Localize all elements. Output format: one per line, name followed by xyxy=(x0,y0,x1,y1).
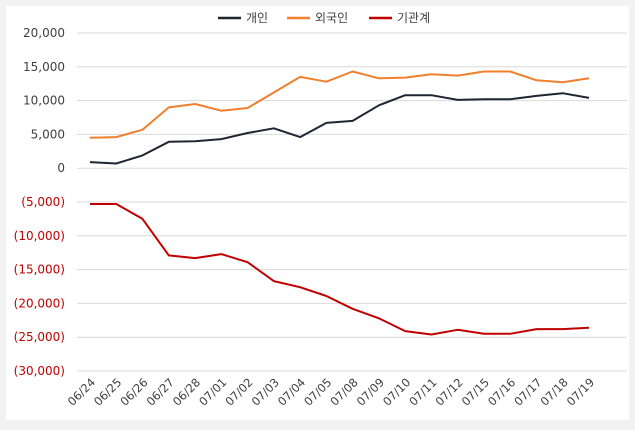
legend-label: 개인 xyxy=(246,11,268,25)
y-tick-label: (10,000) xyxy=(14,229,65,243)
y-tick-label: 15,000 xyxy=(23,60,65,74)
plot-background xyxy=(6,6,629,420)
legend-label: 외국인 xyxy=(315,11,348,25)
y-tick-label: 5,000 xyxy=(31,127,65,141)
y-tick-label: (15,000) xyxy=(14,263,65,277)
y-tick-label: (20,000) xyxy=(14,296,65,310)
legend-label: 기관계 xyxy=(397,11,430,25)
y-tick-label: 10,000 xyxy=(23,94,65,108)
y-tick-label: (5,000) xyxy=(21,195,65,209)
y-tick-label: (25,000) xyxy=(14,330,65,344)
y-tick-label: 20,000 xyxy=(23,26,65,40)
y-tick-label: 0 xyxy=(57,161,65,175)
y-tick-label: (30,000) xyxy=(14,364,65,378)
